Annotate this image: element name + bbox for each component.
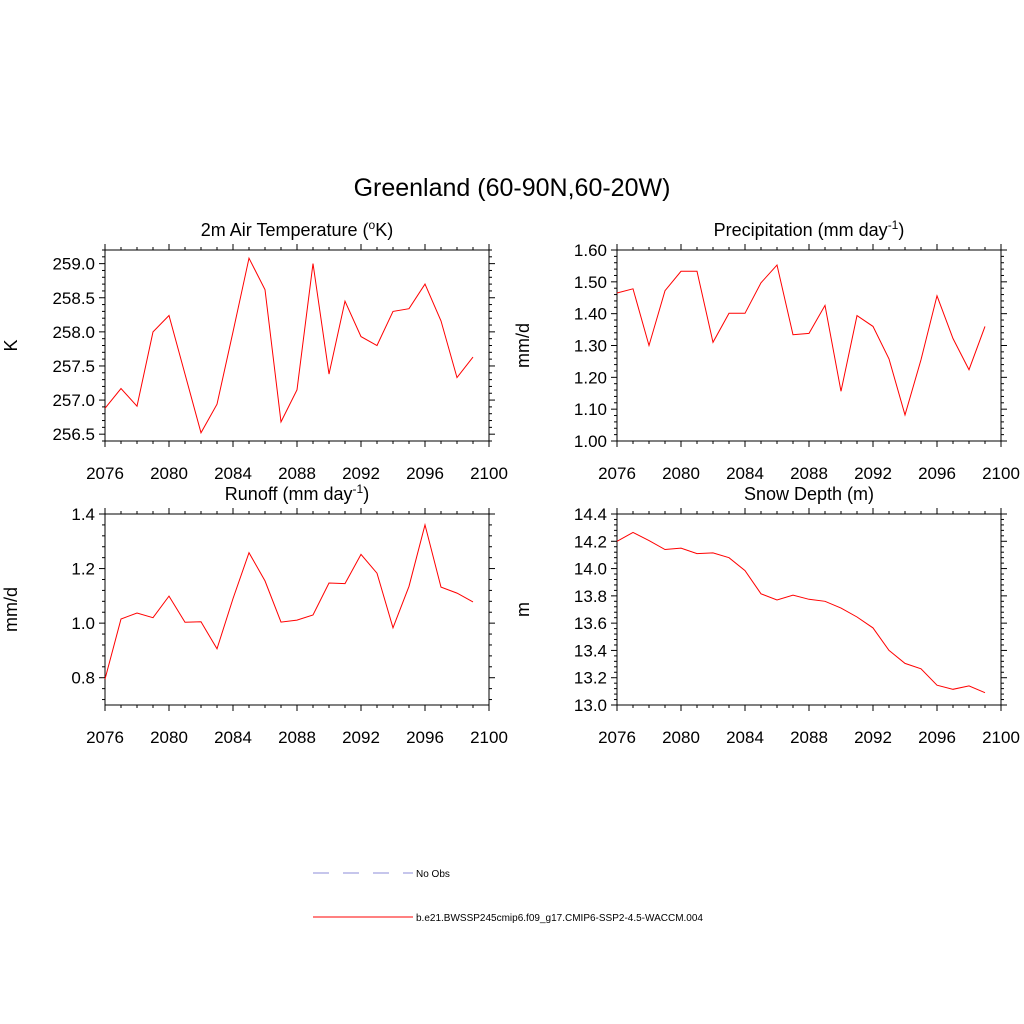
x-tick-label: 2092	[342, 464, 380, 483]
x-tick-label: 2088	[790, 464, 828, 483]
panel-title-superscript: o	[369, 218, 376, 232]
x-tick-label: 2084	[214, 728, 252, 747]
y-tick-label: 13.6	[574, 614, 607, 633]
y-axis-label: mm/d	[513, 323, 533, 368]
y-tick-label: 259.0	[52, 255, 95, 274]
series-line	[616, 263, 986, 417]
plot-frame	[104, 513, 490, 706]
panel-title: 2m Air Temperature (oK)	[201, 218, 393, 240]
chart-panel-1: Precipitation (mm day-1) 2076 2080 2084 2088…	[513, 218, 1020, 483]
plot-frame	[104, 249, 490, 442]
y-axis-label: K	[1, 339, 21, 351]
figure-title: Greenland (60-90N,60-20W)	[354, 174, 671, 202]
x-tick-label: 2100	[470, 728, 508, 747]
y-tick-label: 1.50	[574, 273, 607, 292]
x-tick-label: 2092	[854, 728, 892, 747]
x-tick-label: 2092	[342, 728, 380, 747]
plot-frame	[616, 513, 1002, 706]
panel-title-text: Runoff (mm day	[225, 484, 353, 504]
chart-panel-2: Runoff (mm day-1) 2076 2080 2084 2088 2092 209…	[1, 482, 508, 747]
y-tick-label: 13.4	[574, 641, 607, 660]
panel-title-superscript: -1	[353, 482, 364, 496]
series-line	[104, 522, 474, 680]
panel-title: Snow Depth (m)	[744, 484, 874, 504]
x-tick-label: 2100	[982, 728, 1020, 747]
y-tick-label: 258.5	[52, 289, 95, 308]
x-tick-label: 2088	[790, 728, 828, 747]
x-tick-label: 2080	[150, 464, 188, 483]
x-tick-label: 2084	[214, 464, 252, 483]
panels: 2m Air Temperature (oK)2076 2080 2084 2088 2…	[1, 218, 1020, 747]
y-tick-label: 13.2	[574, 669, 607, 688]
x-tick-label: 2100	[982, 464, 1020, 483]
x-tick-label: 2080	[662, 728, 700, 747]
y-tick-label: 1.60	[574, 241, 607, 260]
y-tick-label: 14.2	[574, 532, 607, 551]
series-line	[104, 256, 474, 435]
y-axis-label: m	[513, 602, 533, 617]
x-tick-label: 2096	[406, 728, 444, 747]
chart-panel-3: Snow Depth (m) 2076 2080 2084 2088 2092 2096 21…	[513, 484, 1020, 747]
x-tick-label: 2092	[854, 464, 892, 483]
y-tick-label: 1.20	[574, 368, 607, 387]
y-tick-label: 14.0	[574, 560, 607, 579]
x-tick-label: 2096	[406, 464, 444, 483]
x-tick-label: 2096	[918, 464, 956, 483]
y-tick-label: 1.40	[574, 305, 607, 324]
y-tick-label: 256.5	[52, 425, 95, 444]
panel-title-suffix: )	[898, 220, 904, 240]
x-tick-label: 2088	[278, 464, 316, 483]
panel-title-suffix: )	[363, 484, 369, 504]
legend-label-model-run: b.e21.BWSSP245cmip6.f09_g17.CMIP6-SSP2-4…	[416, 913, 703, 924]
panel-title-suffix: K)	[375, 220, 393, 240]
y-tick-label: 1.4	[71, 505, 95, 524]
y-tick-label: 0.8	[71, 669, 95, 688]
panel-title: Precipitation (mm day-1)	[714, 218, 905, 240]
x-tick-label: 2076	[86, 728, 124, 747]
x-tick-label: 2084	[726, 728, 764, 747]
panel-title-text: Precipitation (mm day	[714, 220, 888, 240]
panel-title-superscript: -1	[888, 218, 899, 232]
legend: No Obs b.e21.BWSSP245cmip6.f09_g17.CMIP6…	[313, 869, 703, 924]
x-tick-label: 2088	[278, 728, 316, 747]
x-tick-label: 2100	[470, 464, 508, 483]
x-tick-label: 2076	[598, 464, 636, 483]
x-tick-label: 2076	[598, 728, 636, 747]
y-tick-label: 1.10	[574, 400, 607, 419]
y-tick-label: 258.0	[52, 323, 95, 342]
panel-title-text: 2m Air Temperature (	[201, 220, 369, 240]
panel-title-text: Snow Depth (m)	[744, 484, 874, 504]
series-line	[616, 531, 986, 694]
x-tick-label: 2096	[918, 728, 956, 747]
y-tick-label: 257.5	[52, 357, 95, 376]
chart-panel-0: 2m Air Temperature (oK) 2076 2080 2084 2088 2…	[1, 218, 508, 483]
y-tick-label: 13.8	[574, 587, 607, 606]
y-axis-label: mm/d	[1, 587, 21, 632]
panel-title: Runoff (mm day-1)	[225, 482, 369, 504]
y-tick-label: 257.0	[52, 391, 95, 410]
y-tick-label: 14.4	[574, 505, 607, 524]
y-tick-label: 1.0	[71, 614, 95, 633]
y-tick-label: 13.0	[574, 696, 607, 715]
x-tick-label: 2080	[662, 464, 700, 483]
x-tick-label: 2076	[86, 464, 124, 483]
y-tick-label: 1.2	[71, 560, 95, 579]
y-tick-label: 1.30	[574, 337, 607, 356]
legend-label-no-obs: No Obs	[416, 869, 450, 880]
x-tick-label: 2080	[150, 728, 188, 747]
y-tick-label: 1.00	[574, 432, 607, 451]
x-tick-label: 2084	[726, 464, 764, 483]
